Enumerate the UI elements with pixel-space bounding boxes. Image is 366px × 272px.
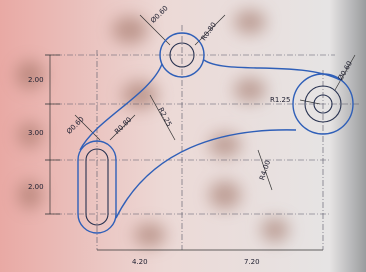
dim-label: 4.20 [132, 258, 148, 266]
drawing: Ø0.60 R0.80 2.00 3.00 2.00 Ø0.60 R0.80 R… [0, 0, 366, 272]
dim-label: R1.25 [270, 96, 290, 104]
dim-label: 3.00 [28, 129, 44, 137]
dim-label: 7.20 [244, 258, 260, 266]
dim-label: 2.00 [28, 76, 44, 84]
background [0, 0, 366, 272]
dim-label: 2.00 [28, 183, 44, 191]
